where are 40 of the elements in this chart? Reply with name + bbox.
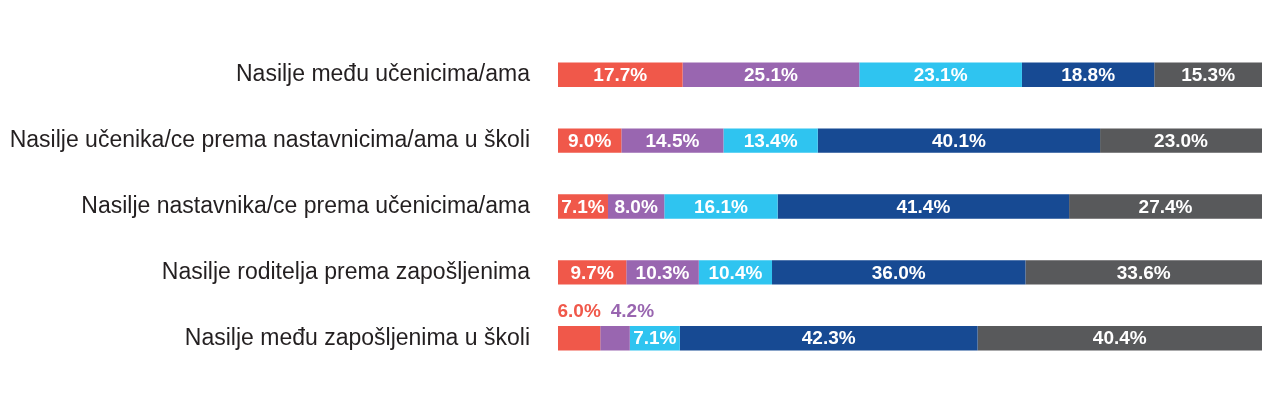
- data-label: 17.7%: [593, 63, 648, 85]
- data-label: 40.4%: [1092, 327, 1147, 349]
- bar: [679, 326, 978, 351]
- data-label: 7.1%: [561, 195, 605, 217]
- bar: [558, 326, 601, 351]
- data-label: 42.3%: [801, 327, 856, 349]
- data-label: 23.1%: [913, 63, 968, 85]
- data-label: 41.4%: [896, 195, 951, 217]
- data-label: 7.1%: [633, 327, 677, 349]
- data-label: 10.4%: [708, 261, 763, 283]
- bar: [1069, 194, 1262, 219]
- bar: [600, 326, 630, 351]
- data-label: 23.0%: [1154, 129, 1209, 151]
- bar: [1025, 260, 1262, 285]
- data-label: 10.3%: [635, 261, 690, 283]
- data-label: 4.2%: [610, 300, 655, 322]
- bar: [977, 326, 1262, 351]
- bar: [817, 128, 1101, 153]
- data-label: 27.4%: [1138, 195, 1193, 217]
- data-label: 9.0%: [568, 129, 612, 151]
- data-label: 33.6%: [1116, 261, 1171, 283]
- data-label: 6.0%: [557, 300, 601, 322]
- data-label: 18.8%: [1061, 63, 1116, 85]
- y-tick-label: Nasilje među učenicima/ama: [235, 60, 531, 87]
- data-label: 13.4%: [743, 129, 798, 151]
- y-tick-label: Nasilje nastavnika/ce prema učenicima/ama: [81, 191, 531, 218]
- y-tick-label: Nasilje roditelja prema zapošljenima: [161, 257, 531, 284]
- data-label: 9.7%: [570, 261, 614, 283]
- data-label: 40.1%: [931, 129, 986, 151]
- data-label: 8.0%: [614, 195, 658, 217]
- data-label: 36.0%: [871, 261, 926, 283]
- data-label: 25.1%: [744, 63, 798, 85]
- data-label: 14.5%: [645, 129, 700, 151]
- y-tick-label: Nasilje među zapošljenima u školi: [184, 323, 530, 350]
- y-tick-label: Nasilje učenika/ce prema nastavnicima/ama u školi: [9, 125, 530, 152]
- bar: [772, 260, 1026, 285]
- data-label: 16.1%: [694, 195, 749, 217]
- data-label: 15.3%: [1181, 63, 1236, 85]
- bar: [1100, 128, 1262, 153]
- bar: [777, 194, 1070, 219]
